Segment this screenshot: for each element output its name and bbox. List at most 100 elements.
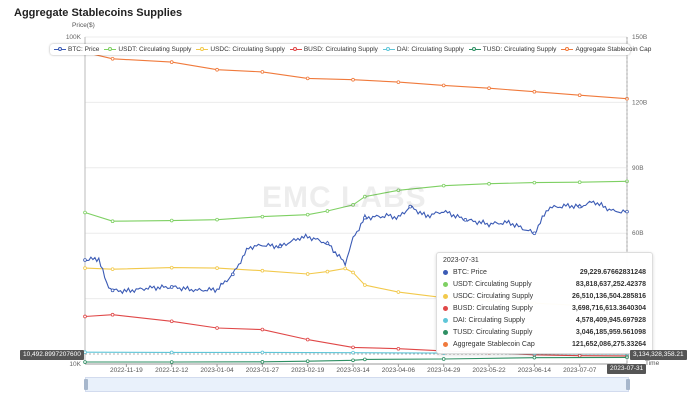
legend-label: TUSD: Circulating Supply [482, 46, 557, 53]
tooltip-series-value: 26,510,136,504.285816 [572, 292, 646, 300]
legend-marker-icon [54, 47, 66, 52]
data-point-usdt [532, 180, 537, 185]
legend-item-usdt[interactable]: USDT: Circulating Supply [104, 46, 191, 53]
tooltip-row: BUSD: Circulating Supply 3,698,716,613.3… [443, 303, 646, 313]
legend-marker-icon [382, 47, 395, 52]
left-axis-unit: Price($) [72, 22, 95, 29]
zoom-slider[interactable] [84, 377, 630, 392]
data-point-aggregate [577, 93, 582, 98]
data-point-btc [577, 204, 582, 209]
right-axis-pointer-label: 3,134,328,358.21 [630, 350, 687, 360]
data-point-dai [83, 350, 87, 355]
tooltip-row: DAI: Circulating Supply 4,578,409,945.69… [443, 315, 646, 325]
data-point-usdc [110, 267, 115, 271]
legend-item-tusd[interactable]: TUSD: Circulating Supply [468, 46, 557, 53]
legend-item-busd[interactable]: BUSD: Circulating Supply [289, 46, 378, 53]
y-right-tick-label: 90B [632, 165, 644, 172]
tooltip-date: 2023-07-31 [443, 257, 479, 264]
legend-item-usdc[interactable]: USDC: Circulating Supply [196, 46, 285, 53]
tooltip-series-name: USDC: Circulating Supply [453, 292, 534, 300]
data-point-busd [260, 327, 265, 332]
x-tick-label: 2023-06-14 [518, 367, 552, 374]
tooltip-series-name: DAI: Circulating Supply [453, 316, 525, 324]
legend-label: DAI: Circulating Supply [396, 46, 464, 53]
data-point-usdt [260, 214, 265, 219]
x-tick-label: 2022-11-19 [110, 367, 143, 374]
series-dot-icon [443, 293, 448, 299]
data-point-busd [305, 337, 310, 342]
series-dot-icon [443, 281, 448, 287]
zoom-slider-range[interactable] [86, 378, 628, 391]
x-tick-label: 2023-07-07 [563, 367, 597, 374]
data-point-busd [110, 312, 115, 317]
x-tick-label: 2023-01-27 [246, 367, 280, 374]
zoom-slider-end-handle[interactable] [626, 379, 630, 390]
data-point-aggregate [260, 70, 265, 74]
data-point-usdt [396, 188, 401, 193]
tooltip-row: USDC: Circulating Supply 26,510,136,504.… [443, 291, 646, 301]
data-point-tusd [169, 360, 174, 364]
tooltip-series-value: 3,046,185,959.561098 [575, 328, 646, 336]
page-title: Aggregate Stablecoins Supplies [14, 7, 183, 19]
data-point-tusd [441, 357, 446, 361]
x-tick-label: 2023-04-29 [427, 367, 461, 374]
legend-label: USDT: Circulating Supply [118, 46, 192, 53]
data-point-dai [351, 350, 355, 355]
series-dot-icon [443, 305, 448, 311]
x-tick-label: 2023-05-22 [472, 367, 506, 374]
legend-label: USDC: Circulating Supply [210, 46, 285, 53]
data-point-tusd [532, 355, 537, 360]
data-point-usdc [215, 266, 219, 270]
tooltip-series-name: Aggregate Stablecoin Cap [453, 340, 535, 348]
legend-item-btc[interactable]: BTC: Price [54, 46, 99, 53]
data-point-tusd [260, 360, 265, 364]
series-line-btc [84, 200, 628, 295]
data-point-usdt [487, 181, 491, 186]
tooltip-row: BTC: Price 29,229.67662831248 [443, 267, 646, 277]
data-point-usdt [83, 210, 87, 215]
y-left-tick-label: 10K [69, 361, 81, 368]
x-tick-label: 2022-12-12 [155, 367, 189, 374]
legend-item-dai[interactable]: DAI: Circulating Supply [382, 46, 464, 53]
data-point-tusd [305, 359, 310, 363]
left-axis-pointer-label: 10,492.8997207600 [20, 350, 84, 360]
series-line-tusd [85, 356, 628, 363]
y-right-tick-label: 150B [632, 34, 647, 41]
data-point-aggregate [532, 89, 537, 94]
tooltip-series-name: USDT: Circulating Supply [453, 280, 532, 288]
watermark: EMC LABS [262, 181, 427, 214]
legend-marker-icon [196, 47, 209, 52]
data-point-usdt [305, 212, 310, 217]
data-point-aggregate [396, 80, 401, 84]
data-point-usdc [169, 265, 174, 270]
tooltip-series-name: BUSD: Circulating Supply [453, 304, 533, 312]
data-point-usdc [83, 266, 87, 270]
data-point-usdc [363, 283, 367, 287]
data-point-usdt [215, 217, 219, 222]
legend-marker-icon [468, 47, 481, 52]
x-tick-label: 2023-04-06 [382, 367, 416, 374]
series-dot-icon [443, 329, 448, 335]
data-point-aggregate [305, 76, 310, 81]
data-point-btc [231, 272, 235, 277]
data-point-btc [83, 258, 87, 262]
tooltip-series-value: 4,578,409,945.697928 [575, 316, 646, 324]
zoom-slider-start-handle[interactable] [84, 379, 88, 390]
data-point-dai [260, 350, 265, 355]
legend-item-aggregate[interactable]: Aggregate Stablecoin Cap [561, 46, 651, 53]
data-point-busd [215, 326, 219, 330]
x-tick-label: 2023-02-19 [291, 367, 325, 374]
y-right-tick-label: 60B [632, 230, 644, 237]
legend-label: Aggregate Stablecoin Cap [575, 46, 652, 53]
legend-label: BUSD: Circulating Supply [303, 46, 378, 53]
data-point-busd [83, 314, 87, 319]
legend-label: BTC: Price [68, 46, 100, 53]
data-point-busd [396, 346, 401, 351]
legend-marker-icon [104, 47, 117, 52]
series-dot-icon [443, 341, 448, 347]
data-point-btc [278, 244, 282, 249]
data-point-usdt [110, 219, 115, 224]
data-point-btc [363, 215, 367, 220]
legend-marker-icon [561, 47, 574, 52]
